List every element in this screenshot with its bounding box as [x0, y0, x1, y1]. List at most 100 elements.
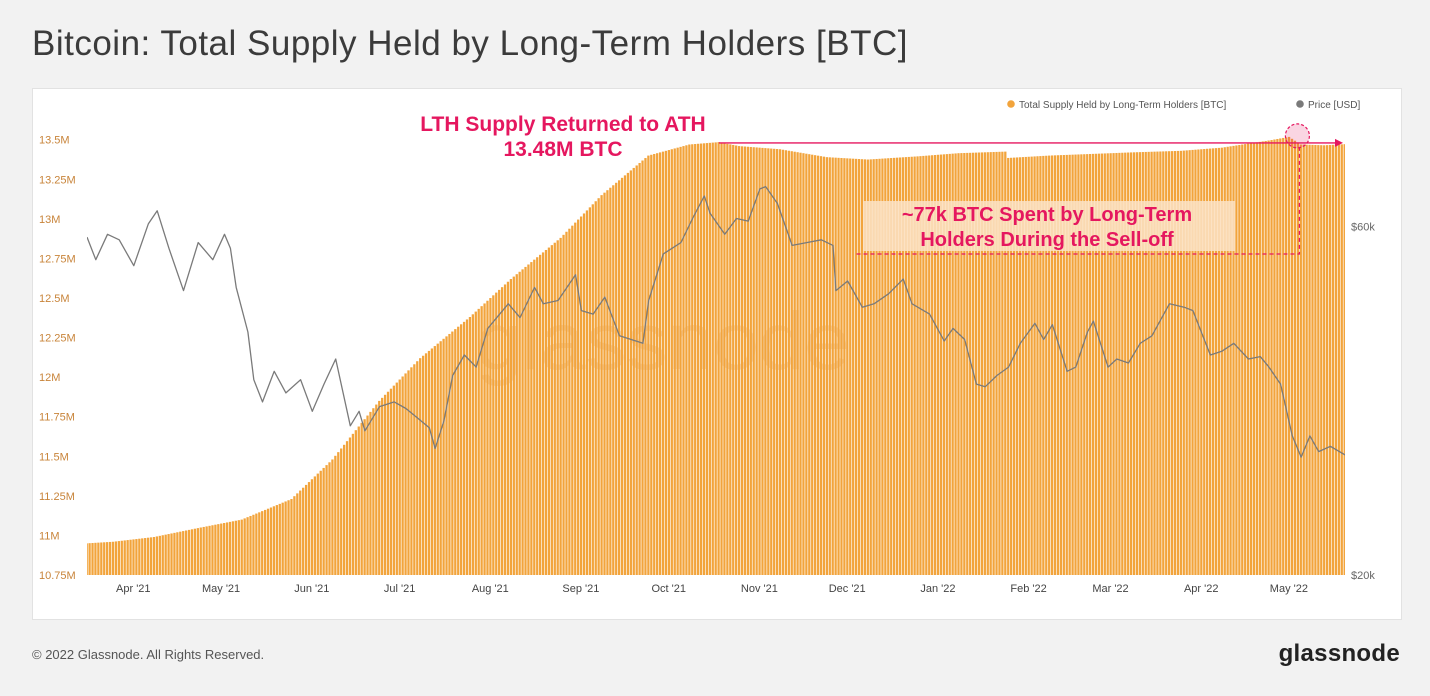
supply-bar: [773, 148, 776, 575]
supply-bar: [512, 276, 515, 575]
supply-bar: [670, 149, 673, 575]
supply-bar: [404, 373, 407, 575]
supply-bar: [495, 292, 498, 575]
supply-bar: [708, 142, 711, 575]
supply-bar: [574, 222, 577, 575]
supply-bar: [1159, 151, 1162, 575]
supply-bar: [714, 142, 717, 575]
supply-bar: [94, 542, 97, 575]
supply-bar: [971, 152, 975, 575]
supply-bar: [471, 314, 474, 575]
supply-bar: [395, 382, 398, 575]
supply-bar: [1276, 138, 1279, 575]
supply-bar: [278, 503, 281, 575]
supply-bar: [173, 532, 176, 575]
supply-bar: [1168, 151, 1171, 575]
supply-bar: [1211, 148, 1215, 575]
supply-bar: [462, 321, 466, 575]
supply-bar: [1290, 138, 1294, 575]
supply-bar: [775, 149, 779, 575]
supply-bar: [170, 533, 173, 575]
supply-bar: [1018, 157, 1022, 575]
supply-bar: [691, 144, 694, 575]
x-tick-label: Dec '21: [829, 583, 866, 595]
supply-bar: [846, 158, 849, 575]
supply-bar: [650, 154, 653, 575]
supply-bar: [363, 419, 366, 575]
supply-bar: [1162, 151, 1165, 575]
supply-bar: [176, 532, 179, 575]
supply-bar: [805, 153, 808, 575]
supply-bar: [369, 411, 372, 575]
x-tick-label: Mar '22: [1092, 583, 1128, 595]
supply-bar: [720, 142, 723, 575]
supply-bar: [345, 441, 349, 575]
supply-bar: [787, 150, 790, 575]
chart-canvas: glassnode 10.75M11M11.25M11.5M11.75M12M1…: [39, 100, 1375, 595]
supply-bar: [1220, 147, 1223, 575]
supply-bar: [509, 279, 513, 575]
supply-bar: [656, 153, 659, 575]
supply-bar: [457, 326, 460, 575]
supply-bar: [1170, 151, 1174, 575]
supply-bar: [1252, 142, 1256, 575]
supply-bar: [302, 487, 305, 575]
supply-bar: [626, 172, 630, 575]
supply-bar: [1308, 144, 1311, 575]
supply-bar: [149, 537, 153, 575]
supply-bar: [331, 459, 334, 575]
supply-bar: [424, 353, 428, 575]
supply-bar: [966, 152, 969, 575]
supply-bar: [1296, 142, 1300, 575]
supply-bar: [88, 543, 91, 575]
supply-bar: [907, 156, 910, 575]
supply-bar: [214, 524, 217, 575]
supply-bar: [1147, 151, 1150, 575]
chart-title: Bitcoin: Total Supply Held by Long-Term …: [32, 24, 908, 63]
supply-bar: [895, 157, 899, 575]
supply-bar: [588, 207, 592, 575]
supply-bar: [234, 520, 238, 575]
x-tick-label: Jan '22: [920, 583, 955, 595]
supply-bar: [1115, 152, 1118, 575]
supply-bar: [1045, 155, 1048, 575]
supply-bar: [1200, 149, 1203, 575]
supply-bar: [825, 157, 828, 575]
supply-bar: [410, 367, 413, 575]
supply-bar: [615, 182, 618, 575]
supply-bar: [1068, 154, 1071, 575]
supply-bar: [316, 473, 319, 575]
y-left-tick-label: 12M: [39, 372, 60, 384]
supply-bar: [185, 530, 188, 575]
supply-bar: [1033, 156, 1036, 575]
supply-bar: [208, 525, 211, 575]
supply-bar: [755, 147, 758, 575]
supply-bar: [647, 155, 650, 575]
supply-bar: [179, 531, 182, 575]
supply-bar: [1320, 145, 1323, 575]
supply-bar: [1238, 144, 1241, 575]
supply-bar: [1153, 151, 1156, 575]
supply-bar: [1340, 144, 1343, 575]
supply-bar: [612, 185, 615, 575]
supply-bar: [465, 319, 469, 575]
supply-bar: [743, 146, 747, 575]
supply-bar: [1132, 152, 1136, 575]
supply-bar: [1328, 144, 1332, 575]
supply-bar: [442, 338, 445, 575]
supply-bar: [313, 476, 317, 575]
supply-bar: [152, 537, 156, 575]
supply-bar: [939, 154, 943, 575]
supply-bar: [623, 175, 627, 575]
supply-bar: [933, 155, 937, 575]
supply-bar: [1194, 149, 1197, 575]
supply-bar: [726, 143, 729, 575]
supply-bar: [603, 192, 606, 575]
supply-bar: [620, 177, 624, 575]
supply-bar: [167, 534, 170, 575]
supply-bar: [840, 158, 843, 575]
supply-bar: [989, 152, 992, 575]
supply-bar: [986, 152, 989, 575]
supply-bar: [1112, 153, 1115, 575]
x-tick-label: May '22: [1270, 583, 1308, 595]
